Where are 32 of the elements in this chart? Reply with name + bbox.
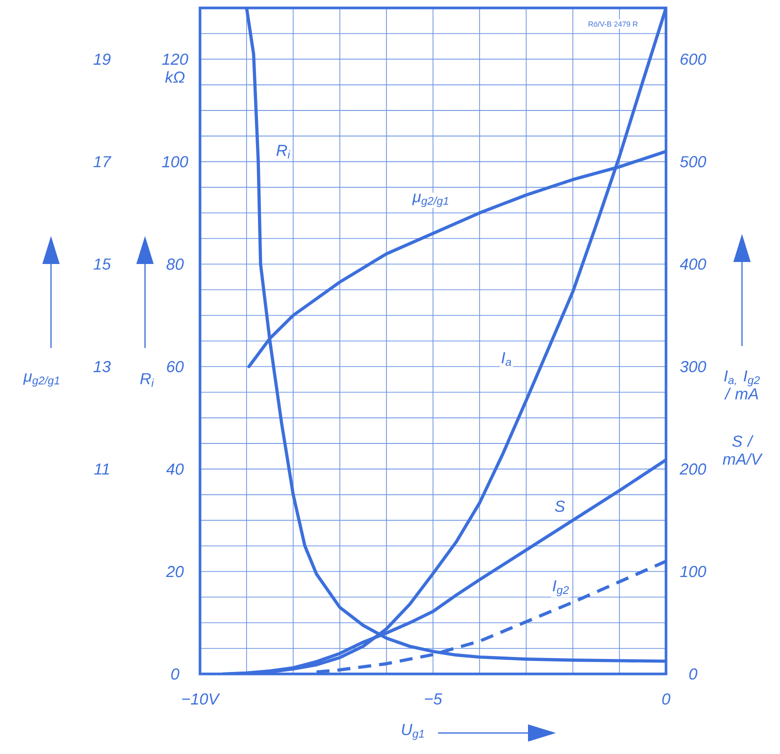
x-tick-label: −5 <box>424 693 442 705</box>
series-label: μ$_{g2/g1}$ <box>412 194 448 208</box>
x-axis-title: U$_{g1}$ <box>402 724 424 740</box>
y2-tick-label: 500 <box>680 156 706 168</box>
y3-axis-title: μ$_{g2/g1}$ <box>23 373 60 387</box>
y-tick-label: 120 kΩ <box>162 54 188 83</box>
y3-tick-label: 15 <box>94 258 111 270</box>
x-tick-label: 0 <box>662 693 670 705</box>
y2-axis-title: I$_{a,}$ I$_{g2}$ / mA <box>724 370 760 400</box>
y3-tick-label: 13 <box>94 360 111 372</box>
y2-tick-label: 600 <box>680 54 706 65</box>
y-tick-label: 80 <box>166 258 184 270</box>
series-label: S <box>554 500 565 512</box>
x-tick-label: −10V <box>182 693 220 705</box>
text: S / mA/V <box>722 435 763 465</box>
y-axis-title: R$_{i}$ <box>140 373 154 387</box>
y-tick-label: 40 <box>166 463 184 475</box>
y2-tick-label: 200 <box>680 463 706 475</box>
y2-tick-label: 0 <box>689 668 698 680</box>
series-label: R$_{i}$ <box>276 144 290 158</box>
y-tick-label: 60 <box>167 361 184 372</box>
y2-tick-label: 400 <box>680 258 706 270</box>
y2-tick-label: 300 <box>680 360 706 372</box>
y3-tick-label: 11 <box>94 464 109 475</box>
y2-tick-label: 100 <box>680 566 706 578</box>
series-label: I$_{g2}$ <box>552 580 569 596</box>
y3-tick-label: 17 <box>94 156 112 168</box>
series-label: I$_{a}$ <box>502 352 512 366</box>
y-tick-label: 0 <box>171 668 180 680</box>
y-tick-label: 20 <box>166 566 184 578</box>
y-tick-label: 100 <box>162 156 188 168</box>
y3-tick-label: 19 <box>94 54 111 65</box>
